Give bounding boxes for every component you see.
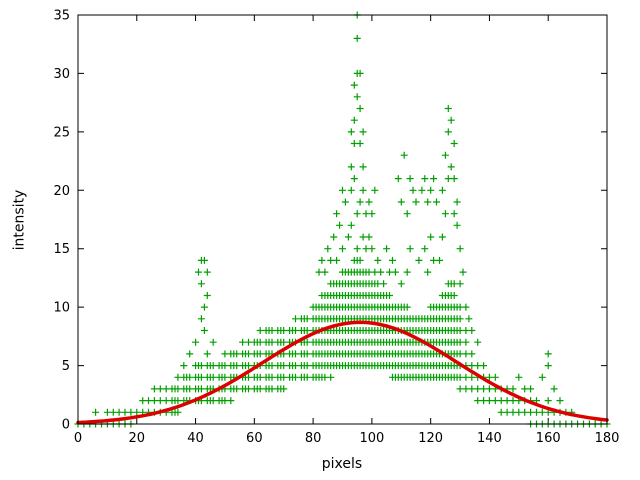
x-tick-label: 20 <box>129 431 146 446</box>
y-tick-label: 10 <box>53 301 70 316</box>
x-tick-label: 40 <box>187 431 204 446</box>
x-tick-label: 180 <box>595 431 620 446</box>
y-tick-label: 0 <box>62 418 70 433</box>
x-tick-label: 160 <box>536 431 561 446</box>
scatter-plus-markers <box>74 11 611 428</box>
y-tick-label: 5 <box>62 359 70 374</box>
x-tick-label: 60 <box>246 431 263 446</box>
fit-curve <box>76 320 609 425</box>
y-tick-label: 20 <box>53 184 70 199</box>
y-tick-label: 25 <box>53 125 70 140</box>
x-tick-label: 120 <box>418 431 443 446</box>
x-tick-label: 140 <box>477 431 502 446</box>
plot-border <box>77 14 608 425</box>
y-tick-label: 15 <box>53 242 70 257</box>
y-tick-label: 30 <box>53 67 70 82</box>
x-tick-label: 0 <box>74 431 82 446</box>
x-tick-label: 100 <box>359 431 384 446</box>
y-tick-label: 35 <box>53 9 70 24</box>
x-tick-label: 80 <box>305 431 322 446</box>
